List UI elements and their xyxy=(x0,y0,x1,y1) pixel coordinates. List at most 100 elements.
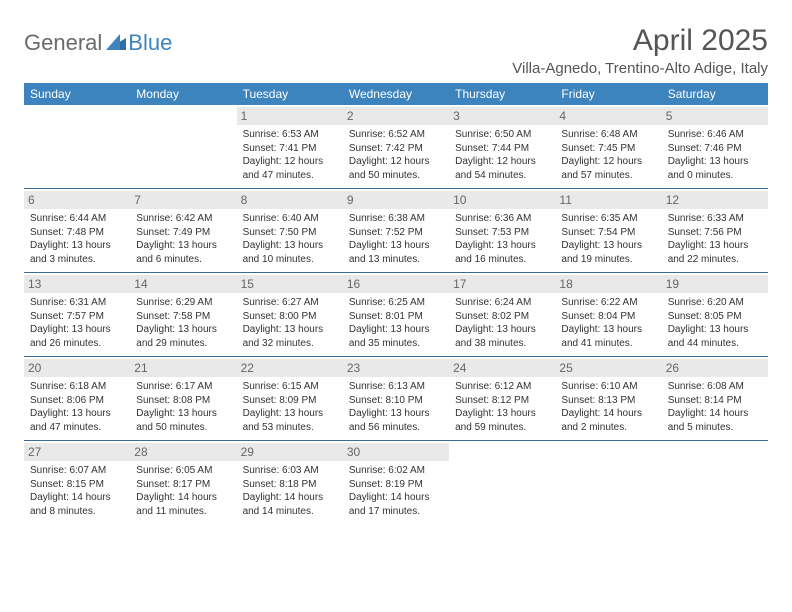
calendar-cell: 1 Sunrise: 6:53 AMSunset: 7:41 PMDaylight… xyxy=(237,105,343,189)
calendar-cell: 3 Sunrise: 6:50 AMSunset: 7:44 PMDaylight… xyxy=(449,105,555,189)
day-number: 10 xyxy=(449,191,555,209)
day-number: 24 xyxy=(449,359,555,377)
day-number: 7 xyxy=(130,191,236,209)
logo-text-general: General xyxy=(24,30,102,56)
day-details: Sunrise: 6:29 AMSunset: 7:58 PMDaylight:… xyxy=(136,296,230,350)
calendar-cell xyxy=(24,105,130,189)
calendar-cell: 24Sunrise: 6:12 AMSunset: 8:12 PMDayligh… xyxy=(449,357,555,441)
calendar-row: 13Sunrise: 6:31 AMSunset: 7:57 PMDayligh… xyxy=(24,273,768,357)
calendar-row: 20 Sunrise: 6:18 AMSunset: 8:06 PMDayligh… xyxy=(24,357,768,441)
calendar-table: Sunday Monday Tuesday Wednesday Thursday… xyxy=(24,83,768,524)
day-number: 1 xyxy=(237,107,343,125)
day-number: 11 xyxy=(555,191,661,209)
calendar-cell: 25 Sunrise: 6:10 AMSunset: 8:13 PMDayligh… xyxy=(555,357,661,441)
header: General Blue April 2025 Villa-Agnedo, Tr… xyxy=(24,24,768,77)
day-number: 20 xyxy=(24,359,130,377)
day-number: 26 xyxy=(662,359,768,377)
calendar-cell: 26 Sunrise: 6:08 AMSunset: 8:14 PMDayligh… xyxy=(662,357,768,441)
day-details: Sunrise: 6:18 AMSunset: 8:06 PMDaylight:… xyxy=(30,380,124,434)
calendar-cell xyxy=(449,441,555,525)
calendar-cell: 6 Sunrise: 6:44 AMSunset: 7:48 PMDaylight… xyxy=(24,189,130,273)
day-details: Sunrise: 6:50 AMSunset: 7:44 PMDaylight:… xyxy=(455,128,549,182)
calendar-cell xyxy=(555,441,661,525)
calendar-cell: 14 Sunrise: 6:29 AMSunset: 7:58 PMDayligh… xyxy=(130,273,236,357)
calendar-cell: 18Sunrise: 6:22 AMSunset: 8:04 PMDayligh… xyxy=(555,273,661,357)
calendar-cell: 4 Sunrise: 6:48 AMSunset: 7:45 PMDaylight… xyxy=(555,105,661,189)
day-number: 23 xyxy=(343,359,449,377)
day-number: 5 xyxy=(662,107,768,125)
day-details: Sunrise: 6:07 AMSunset: 8:15 PMDaylight:… xyxy=(30,464,124,518)
calendar-cell: 21 Sunrise: 6:17 AMSunset: 8:08 PMDayligh… xyxy=(130,357,236,441)
day-details: Sunrise: 6:40 AMSunset: 7:50 PMDaylight:… xyxy=(243,212,337,266)
day-details: Sunrise: 6:13 AMSunset: 8:10 PMDaylight:… xyxy=(349,380,443,434)
day-details: Sunrise: 6:20 AMSunset: 8:05 PMDaylight:… xyxy=(668,296,762,350)
day-details: Sunrise: 6:15 AMSunset: 8:09 PMDaylight:… xyxy=(243,380,337,434)
location: Villa-Agnedo, Trentino-Alto Adige, Italy xyxy=(512,60,768,77)
day-details: Sunrise: 6:36 AMSunset: 7:53 PMDaylight:… xyxy=(455,212,549,266)
calendar-cell: 16 Sunrise: 6:25 AMSunset: 8:01 PMDayligh… xyxy=(343,273,449,357)
day-details: Sunrise: 6:53 AMSunset: 7:41 PMDaylight:… xyxy=(243,128,337,182)
day-number: 22 xyxy=(237,359,343,377)
day-details: Sunrise: 6:22 AMSunset: 8:04 PMDaylight:… xyxy=(561,296,655,350)
day-header: Monday xyxy=(130,83,236,105)
calendar-cell: 30 Sunrise: 6:02 AMSunset: 8:19 PMDayligh… xyxy=(343,441,449,525)
day-header: Wednesday xyxy=(343,83,449,105)
calendar-cell: 28 Sunrise: 6:05 AMSunset: 8:17 PMDayligh… xyxy=(130,441,236,525)
calendar-cell: 27Sunrise: 6:07 AMSunset: 8:15 PMDayligh… xyxy=(24,441,130,525)
day-details: Sunrise: 6:38 AMSunset: 7:52 PMDaylight:… xyxy=(349,212,443,266)
day-number: 14 xyxy=(130,275,236,293)
day-details: Sunrise: 6:46 AMSunset: 7:46 PMDaylight:… xyxy=(668,128,762,182)
calendar-cell: 7 Sunrise: 6:42 AMSunset: 7:49 PMDaylight… xyxy=(130,189,236,273)
calendar-body: 1 Sunrise: 6:53 AMSunset: 7:41 PMDaylight… xyxy=(24,105,768,524)
calendar-row: 27Sunrise: 6:07 AMSunset: 8:15 PMDayligh… xyxy=(24,441,768,525)
day-details: Sunrise: 6:17 AMSunset: 8:08 PMDaylight:… xyxy=(136,380,230,434)
day-header: Saturday xyxy=(662,83,768,105)
day-header: Friday xyxy=(555,83,661,105)
day-header: Tuesday xyxy=(237,83,343,105)
day-number: 25 xyxy=(555,359,661,377)
day-number: 4 xyxy=(555,107,661,125)
day-details: Sunrise: 6:35 AMSunset: 7:54 PMDaylight:… xyxy=(561,212,655,266)
day-number: 3 xyxy=(449,107,555,125)
day-details: Sunrise: 6:08 AMSunset: 8:14 PMDaylight:… xyxy=(668,380,762,434)
day-header: Sunday xyxy=(24,83,130,105)
day-details: Sunrise: 6:24 AMSunset: 8:02 PMDaylight:… xyxy=(455,296,549,350)
day-number: 21 xyxy=(130,359,236,377)
day-number: 16 xyxy=(343,275,449,293)
day-details: Sunrise: 6:10 AMSunset: 8:13 PMDaylight:… xyxy=(561,380,655,434)
day-number: 6 xyxy=(24,191,130,209)
calendar-row: 6 Sunrise: 6:44 AMSunset: 7:48 PMDaylight… xyxy=(24,189,768,273)
day-details: Sunrise: 6:25 AMSunset: 8:01 PMDaylight:… xyxy=(349,296,443,350)
day-details: Sunrise: 6:42 AMSunset: 7:49 PMDaylight:… xyxy=(136,212,230,266)
calendar-cell: 23 Sunrise: 6:13 AMSunset: 8:10 PMDayligh… xyxy=(343,357,449,441)
calendar-cell: 20 Sunrise: 6:18 AMSunset: 8:06 PMDayligh… xyxy=(24,357,130,441)
day-number: 12 xyxy=(662,191,768,209)
day-number: 29 xyxy=(237,443,343,461)
logo: General Blue xyxy=(24,30,172,56)
day-number: 2 xyxy=(343,107,449,125)
month-title: April 2025 xyxy=(512,24,768,58)
day-number: 17 xyxy=(449,275,555,293)
logo-text-blue: Blue xyxy=(128,30,172,56)
day-number: 28 xyxy=(130,443,236,461)
calendar-cell: 12Sunrise: 6:33 AMSunset: 7:56 PMDayligh… xyxy=(662,189,768,273)
logo-mark-icon xyxy=(106,32,126,55)
calendar-cell: 17 Sunrise: 6:24 AMSunset: 8:02 PMDayligh… xyxy=(449,273,555,357)
day-number: 30 xyxy=(343,443,449,461)
calendar-cell: 22 Sunrise: 6:15 AMSunset: 8:09 PMDayligh… xyxy=(237,357,343,441)
day-details: Sunrise: 6:02 AMSunset: 8:19 PMDaylight:… xyxy=(349,464,443,518)
day-details: Sunrise: 6:27 AMSunset: 8:00 PMDaylight:… xyxy=(243,296,337,350)
day-number: 19 xyxy=(662,275,768,293)
calendar-cell: 5 Sunrise: 6:46 AMSunset: 7:46 PMDaylight… xyxy=(662,105,768,189)
day-header: Thursday xyxy=(449,83,555,105)
day-number: 15 xyxy=(237,275,343,293)
day-details: Sunrise: 6:05 AMSunset: 8:17 PMDaylight:… xyxy=(136,464,230,518)
day-details: Sunrise: 6:44 AMSunset: 7:48 PMDaylight:… xyxy=(30,212,124,266)
calendar-cell xyxy=(130,105,236,189)
day-number: 8 xyxy=(237,191,343,209)
calendar-cell: 9Sunrise: 6:38 AMSunset: 7:52 PMDaylight… xyxy=(343,189,449,273)
calendar-cell: 11 Sunrise: 6:35 AMSunset: 7:54 PMDayligh… xyxy=(555,189,661,273)
day-details: Sunrise: 6:48 AMSunset: 7:45 PMDaylight:… xyxy=(561,128,655,182)
calendar-cell: 2Sunrise: 6:52 AMSunset: 7:42 PMDaylight… xyxy=(343,105,449,189)
title-block: April 2025 Villa-Agnedo, Trentino-Alto A… xyxy=(512,24,768,77)
